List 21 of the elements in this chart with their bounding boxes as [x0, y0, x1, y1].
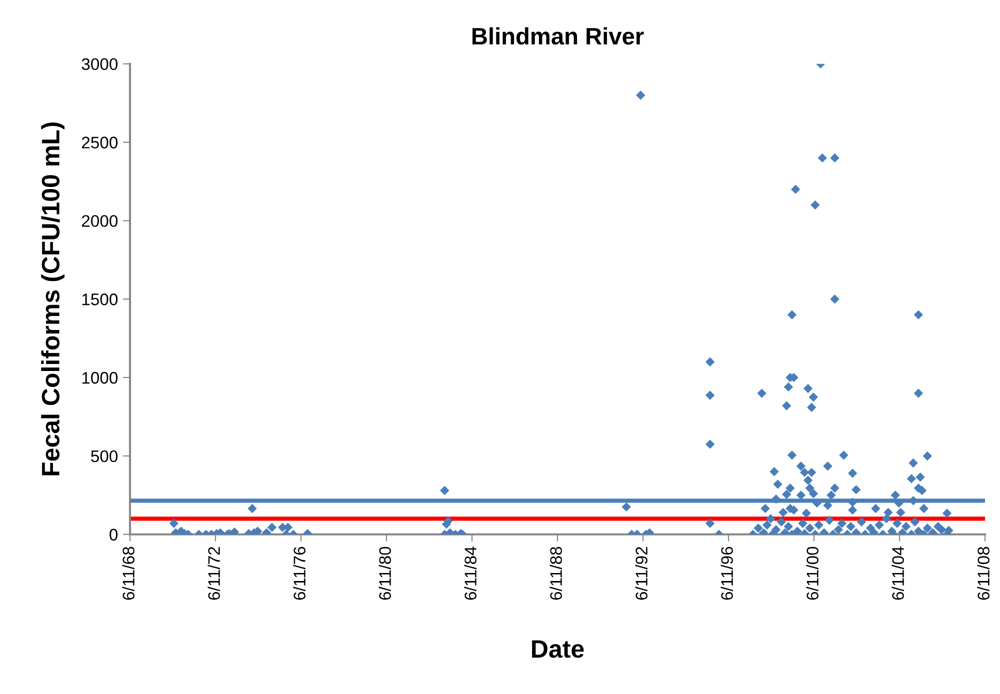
x-tick-label: 6/11/96: [720, 546, 733, 600]
x-tick-label: 6/11/72: [208, 547, 220, 600]
x-tick-label: 6/11/00: [806, 546, 818, 600]
y-tick-label: 0: [110, 528, 118, 541]
x-tick-label: 6/11/68: [122, 546, 134, 600]
y-tick-label: 3000: [82, 58, 118, 70]
x-tick-label: 6/11/92: [635, 547, 648, 600]
x-tick-label: 6/11/76: [293, 546, 306, 600]
chart-title: Blindman River: [472, 27, 644, 45]
y-tick-label: 2500: [82, 136, 118, 148]
y-axis-title: Fecal Coliforms (CFU/100 mL): [41, 122, 64, 476]
x-tick-label: 6/11/08: [977, 546, 990, 600]
x-tick-label: 6/11/88: [550, 546, 562, 600]
x-tick-label: 6/11/80: [378, 546, 391, 600]
y-tick-label: 500: [91, 450, 118, 462]
y-tick-label: 1500: [82, 294, 118, 306]
y-tick-label: 1000: [82, 372, 118, 384]
y-tick-label: 2000: [82, 215, 118, 227]
x-axis-title: Date: [532, 640, 584, 658]
x-tick-label: 6/11/04: [892, 546, 904, 600]
x-tick-label: 6/11/84: [464, 546, 476, 600]
